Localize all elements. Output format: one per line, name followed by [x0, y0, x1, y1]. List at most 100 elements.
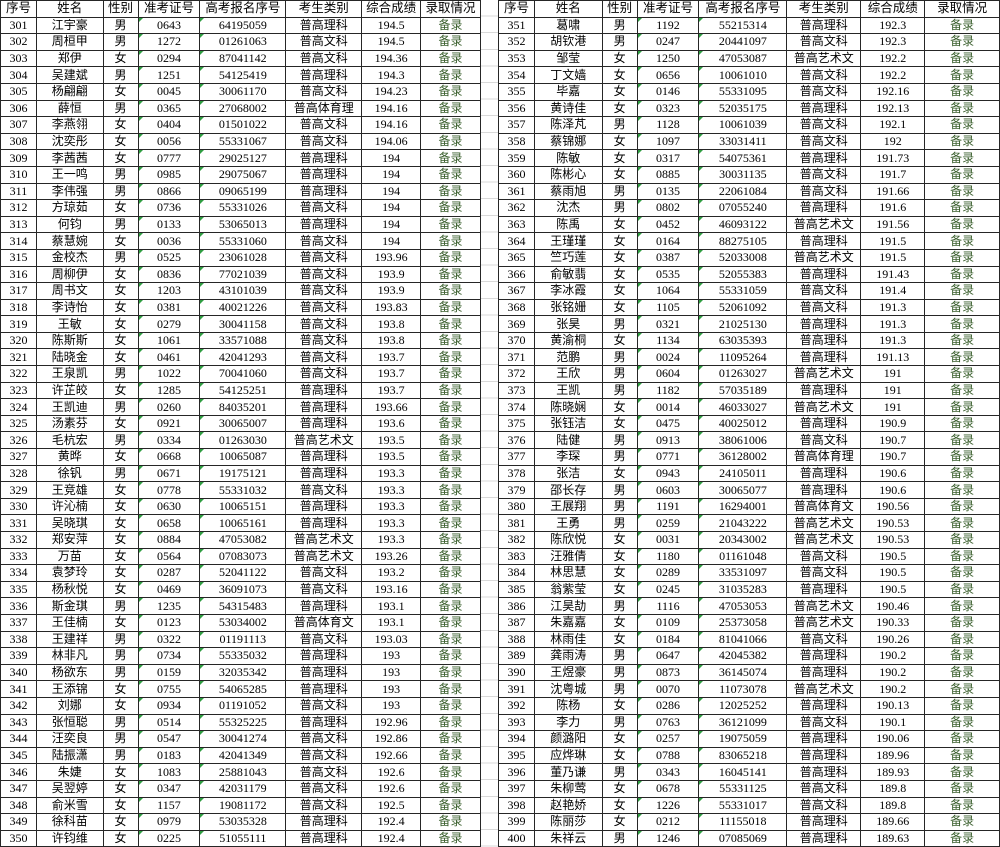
cell-admission-status[interactable]: 备录	[924, 16, 1000, 35]
cell-exam-ticket-no[interactable]: 0535	[636, 265, 700, 284]
cell-exam-ticket-no[interactable]: 0164	[636, 232, 700, 250]
cell-exam-ticket-no[interactable]: 1157	[137, 796, 201, 815]
column-header-exam-ticket-no[interactable]: 准考证号	[636, 0, 700, 18]
cell-name[interactable]: 金校杰	[35, 248, 104, 267]
cell-composite-score[interactable]: 192.96	[361, 713, 422, 732]
cell-composite-score[interactable]: 190.26	[860, 630, 926, 649]
cell-serial[interactable]: 325	[0, 414, 37, 433]
cell-exam-ticket-no[interactable]: 0943	[636, 464, 700, 483]
cell-gaokao-reg-no[interactable]: 10065151	[199, 497, 287, 516]
cell-composite-score[interactable]: 193.2	[361, 564, 422, 582]
cell-admission-status[interactable]: 备录	[924, 82, 1000, 101]
cell-name[interactable]: 陈斯斯	[35, 331, 104, 350]
cell-admission-status[interactable]: 备录	[420, 348, 482, 367]
cell-composite-score[interactable]: 192.3	[860, 33, 926, 51]
cell-composite-score[interactable]: 193.83	[361, 298, 422, 317]
cell-gender[interactable]: 女	[601, 49, 638, 68]
cell-gaokao-reg-no[interactable]: 42041293	[199, 348, 287, 367]
cell-gender[interactable]: 女	[102, 613, 139, 632]
cell-exam-ticket-no[interactable]: 0469	[137, 580, 201, 599]
cell-serial[interactable]: 307	[0, 116, 37, 134]
cell-exam-ticket-no[interactable]: 0334	[137, 431, 201, 450]
cell-admission-status[interactable]: 备录	[420, 315, 482, 333]
cell-gender[interactable]: 女	[102, 779, 139, 798]
cell-gaokao-reg-no[interactable]: 40025012	[698, 414, 788, 433]
cell-serial[interactable]: 392	[498, 696, 535, 715]
cell-name[interactable]: 陈泽芃	[533, 116, 603, 134]
cell-gender[interactable]: 女	[601, 796, 638, 815]
cell-name[interactable]: 赵艳娇	[533, 796, 603, 815]
cell-admission-status[interactable]: 备录	[420, 265, 482, 284]
cell-composite-score[interactable]: 192.13	[860, 99, 926, 118]
cell-candidate-type[interactable]: 普高理科	[786, 696, 862, 715]
cell-name[interactable]: 周书文	[35, 282, 104, 300]
cell-serial[interactable]: 399	[498, 813, 535, 831]
cell-gaokao-reg-no[interactable]: 11155018	[698, 813, 788, 831]
cell-candidate-type[interactable]: 普高文科	[285, 232, 363, 250]
cell-exam-ticket-no[interactable]: 1083	[137, 763, 201, 781]
cell-candidate-type[interactable]: 普高理科	[786, 265, 862, 284]
cell-exam-ticket-no[interactable]: 1251	[137, 66, 201, 84]
cell-candidate-type[interactable]: 普高文科	[285, 365, 363, 383]
cell-gender[interactable]: 女	[102, 331, 139, 350]
cell-serial[interactable]: 303	[0, 49, 37, 68]
cell-name[interactable]: 王添锦	[35, 680, 104, 698]
cell-name[interactable]: 王欣	[533, 365, 603, 383]
cell-admission-status[interactable]: 备录	[420, 99, 482, 118]
column-header-exam-ticket-no[interactable]: 准考证号	[137, 0, 201, 18]
cell-gender[interactable]: 男	[601, 448, 638, 466]
cell-gender[interactable]: 女	[102, 315, 139, 333]
cell-exam-ticket-no[interactable]: 0603	[636, 481, 700, 499]
cell-serial[interactable]: 388	[498, 630, 535, 649]
cell-gaokao-reg-no[interactable]: 29025127	[199, 149, 287, 167]
cell-admission-status[interactable]: 备录	[924, 630, 1000, 649]
cell-name[interactable]: 许钧维	[35, 829, 104, 847]
cell-serial[interactable]: 350	[0, 829, 37, 847]
cell-gaokao-reg-no[interactable]: 55325225	[199, 713, 287, 732]
cell-composite-score[interactable]: 190.56	[860, 497, 926, 516]
cell-serial[interactable]: 385	[498, 580, 535, 599]
cell-name[interactable]: 毕嘉	[533, 82, 603, 101]
cell-candidate-type[interactable]: 普高理科	[285, 597, 363, 615]
cell-gender[interactable]: 男	[102, 597, 139, 615]
cell-admission-status[interactable]: 备录	[420, 49, 482, 68]
cell-gender[interactable]: 女	[601, 248, 638, 267]
cell-serial[interactable]: 328	[0, 464, 37, 483]
cell-exam-ticket-no[interactable]: 0183	[137, 746, 201, 765]
cell-name[interactable]: 朱嘉嘉	[533, 613, 603, 632]
cell-admission-status[interactable]: 备录	[420, 730, 482, 748]
cell-composite-score[interactable]: 191.5	[860, 248, 926, 267]
cell-name[interactable]: 李茜茜	[35, 149, 104, 167]
cell-gaokao-reg-no[interactable]: 22061084	[698, 182, 788, 201]
cell-candidate-type[interactable]: 普高艺术文	[786, 248, 862, 267]
cell-admission-status[interactable]: 备录	[924, 547, 1000, 566]
cell-composite-score[interactable]: 191.4	[860, 282, 926, 300]
cell-gender[interactable]: 女	[601, 331, 638, 350]
cell-serial[interactable]: 327	[0, 448, 37, 466]
cell-admission-status[interactable]: 备录	[924, 746, 1000, 765]
cell-admission-status[interactable]: 备录	[924, 215, 1000, 234]
cell-exam-ticket-no[interactable]: 1097	[636, 132, 700, 151]
cell-composite-score[interactable]: 192.66	[361, 746, 422, 765]
cell-candidate-type[interactable]: 普高文科	[786, 630, 862, 649]
cell-serial[interactable]: 320	[0, 331, 37, 350]
cell-gaokao-reg-no[interactable]: 11073078	[698, 680, 788, 698]
cell-candidate-type[interactable]: 普高艺术文	[786, 597, 862, 615]
cell-admission-status[interactable]: 备录	[924, 647, 1000, 665]
cell-serial[interactable]: 342	[0, 696, 37, 715]
cell-serial[interactable]: 398	[498, 796, 535, 815]
cell-gaokao-reg-no[interactable]: 83065218	[698, 746, 788, 765]
cell-exam-ticket-no[interactable]: 0245	[636, 580, 700, 599]
cell-candidate-type[interactable]: 普高理科	[786, 746, 862, 765]
cell-admission-status[interactable]: 备录	[924, 182, 1000, 201]
cell-admission-status[interactable]: 备录	[924, 398, 1000, 416]
column-header-gaokao-reg-no[interactable]: 高考报名序号	[199, 0, 287, 18]
cell-gender[interactable]: 男	[601, 315, 638, 333]
cell-composite-score[interactable]: 191.66	[860, 182, 926, 201]
cell-candidate-type[interactable]: 普高文科	[786, 298, 862, 317]
cell-gaokao-reg-no[interactable]: 52033008	[698, 248, 788, 267]
cell-name[interactable]: 李伟强	[35, 182, 104, 201]
cell-serial[interactable]: 367	[498, 282, 535, 300]
cell-exam-ticket-no[interactable]: 0317	[636, 149, 700, 167]
cell-admission-status[interactable]: 备录	[924, 497, 1000, 516]
